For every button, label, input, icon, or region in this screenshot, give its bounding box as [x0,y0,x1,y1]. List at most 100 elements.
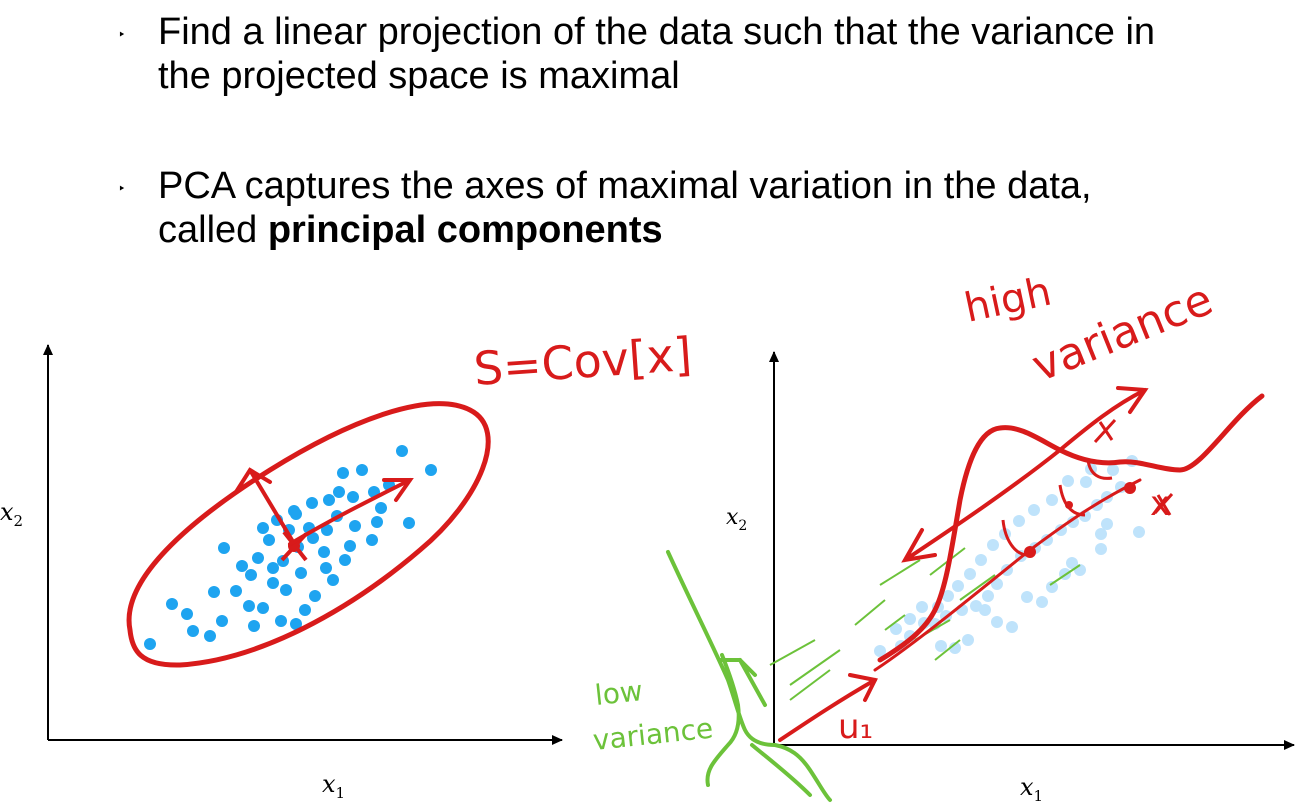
data-point [375,502,387,514]
bullet-2-line-2: called principal components [158,208,1092,252]
data-point [320,562,332,574]
bullet-1-line-1: Find a linear projection of the data suc… [158,11,1156,53]
bullet-text-1: Find a linear projection of the data suc… [158,10,1155,98]
data-point [144,638,156,650]
data-point [318,546,330,558]
data-point [356,464,368,476]
high-variance-distribution [877,393,1265,663]
data-point [295,567,307,579]
data-point [344,540,356,552]
projection-arc [1001,519,1029,557]
low-variance-arrow [718,658,767,707]
projection-arc [1086,459,1113,480]
data-point [208,586,220,598]
data-point [339,554,351,566]
bullet-2-line-1: PCA captures the axes of maximal variati… [158,165,1092,207]
data-point [1013,515,1025,527]
data-point [1021,591,1033,603]
principal-components-term: principal components [267,209,663,251]
data-point [187,625,199,637]
right-plot: x2 x1 [591,269,1295,805]
high-annotation: high [961,269,1056,332]
data-point [403,517,415,529]
u1-annotation: u₁ [838,707,873,747]
data-point [309,590,321,602]
data-point [982,590,994,602]
right-y-axis-label: x2 [726,505,747,534]
data-point [267,577,279,589]
data-point [1080,476,1092,488]
high-variance-annotation: variance [1025,274,1220,392]
data-point [257,602,269,614]
left-data-points [144,445,437,650]
principal-axis-arrow [288,478,414,546]
data-point [245,569,257,581]
data-point [323,494,335,506]
projection-tick [1093,418,1174,516]
bullet-marker: ‣ [118,181,126,196]
data-point [1095,528,1107,540]
data-point [1046,581,1058,593]
data-point [970,600,982,612]
data-point [425,464,437,476]
data-point [987,539,999,551]
projection-arc [1058,484,1086,517]
data-point [1006,621,1018,633]
data-point [248,620,260,632]
bullet-marker: ‣ [118,27,126,42]
left-y-axis-label: x2 [0,498,23,530]
data-point [962,634,974,646]
data-point [230,585,242,597]
data-point [243,600,255,612]
data-point [257,522,269,534]
left-plot: x2 x1 S=Cov[x] [0,327,694,802]
data-point [216,615,228,627]
data-point [1101,518,1113,530]
data-point [979,604,991,616]
data-point [1036,596,1048,608]
data-point [280,584,292,596]
data-point [991,616,1003,628]
covariance-annotation: S=Cov[x] [472,327,694,396]
low-variance-distribution [666,550,832,802]
data-point [1067,516,1079,528]
data-point [890,623,902,635]
projected-point [1124,482,1136,494]
covariance-ellipse [126,401,491,668]
data-point [299,604,311,616]
data-point [991,578,1003,590]
data-point [952,580,964,592]
right-x-axis-label: x1 [1020,773,1043,805]
data-point [290,618,302,630]
data-point [366,534,378,546]
data-point [333,486,345,498]
data-point [396,445,408,457]
data-point [949,642,961,654]
u1-direction-arrow [778,673,878,742]
data-point [275,615,287,627]
data-point [337,467,349,479]
data-point [1107,464,1119,476]
x-annotation: x [1150,484,1170,524]
data-point [347,491,359,503]
data-point [166,598,178,610]
data-point [349,520,361,532]
data-point [327,574,339,586]
data-point [916,601,928,613]
low-annotation: low [593,674,644,712]
data-point [218,542,230,554]
data-point [904,613,916,625]
data-point [1046,494,1058,506]
data-point [964,568,976,580]
bullet-1-line-2: the projected space is maximal [158,55,680,97]
data-point [263,534,275,546]
low-variance-annotation: variance [591,712,714,757]
data-point [236,560,248,572]
data-point [306,497,318,509]
secondary-axis-arrow [234,467,294,542]
data-point [307,532,319,544]
data-point [321,524,333,536]
data-point [942,590,954,602]
data-point [935,640,947,652]
